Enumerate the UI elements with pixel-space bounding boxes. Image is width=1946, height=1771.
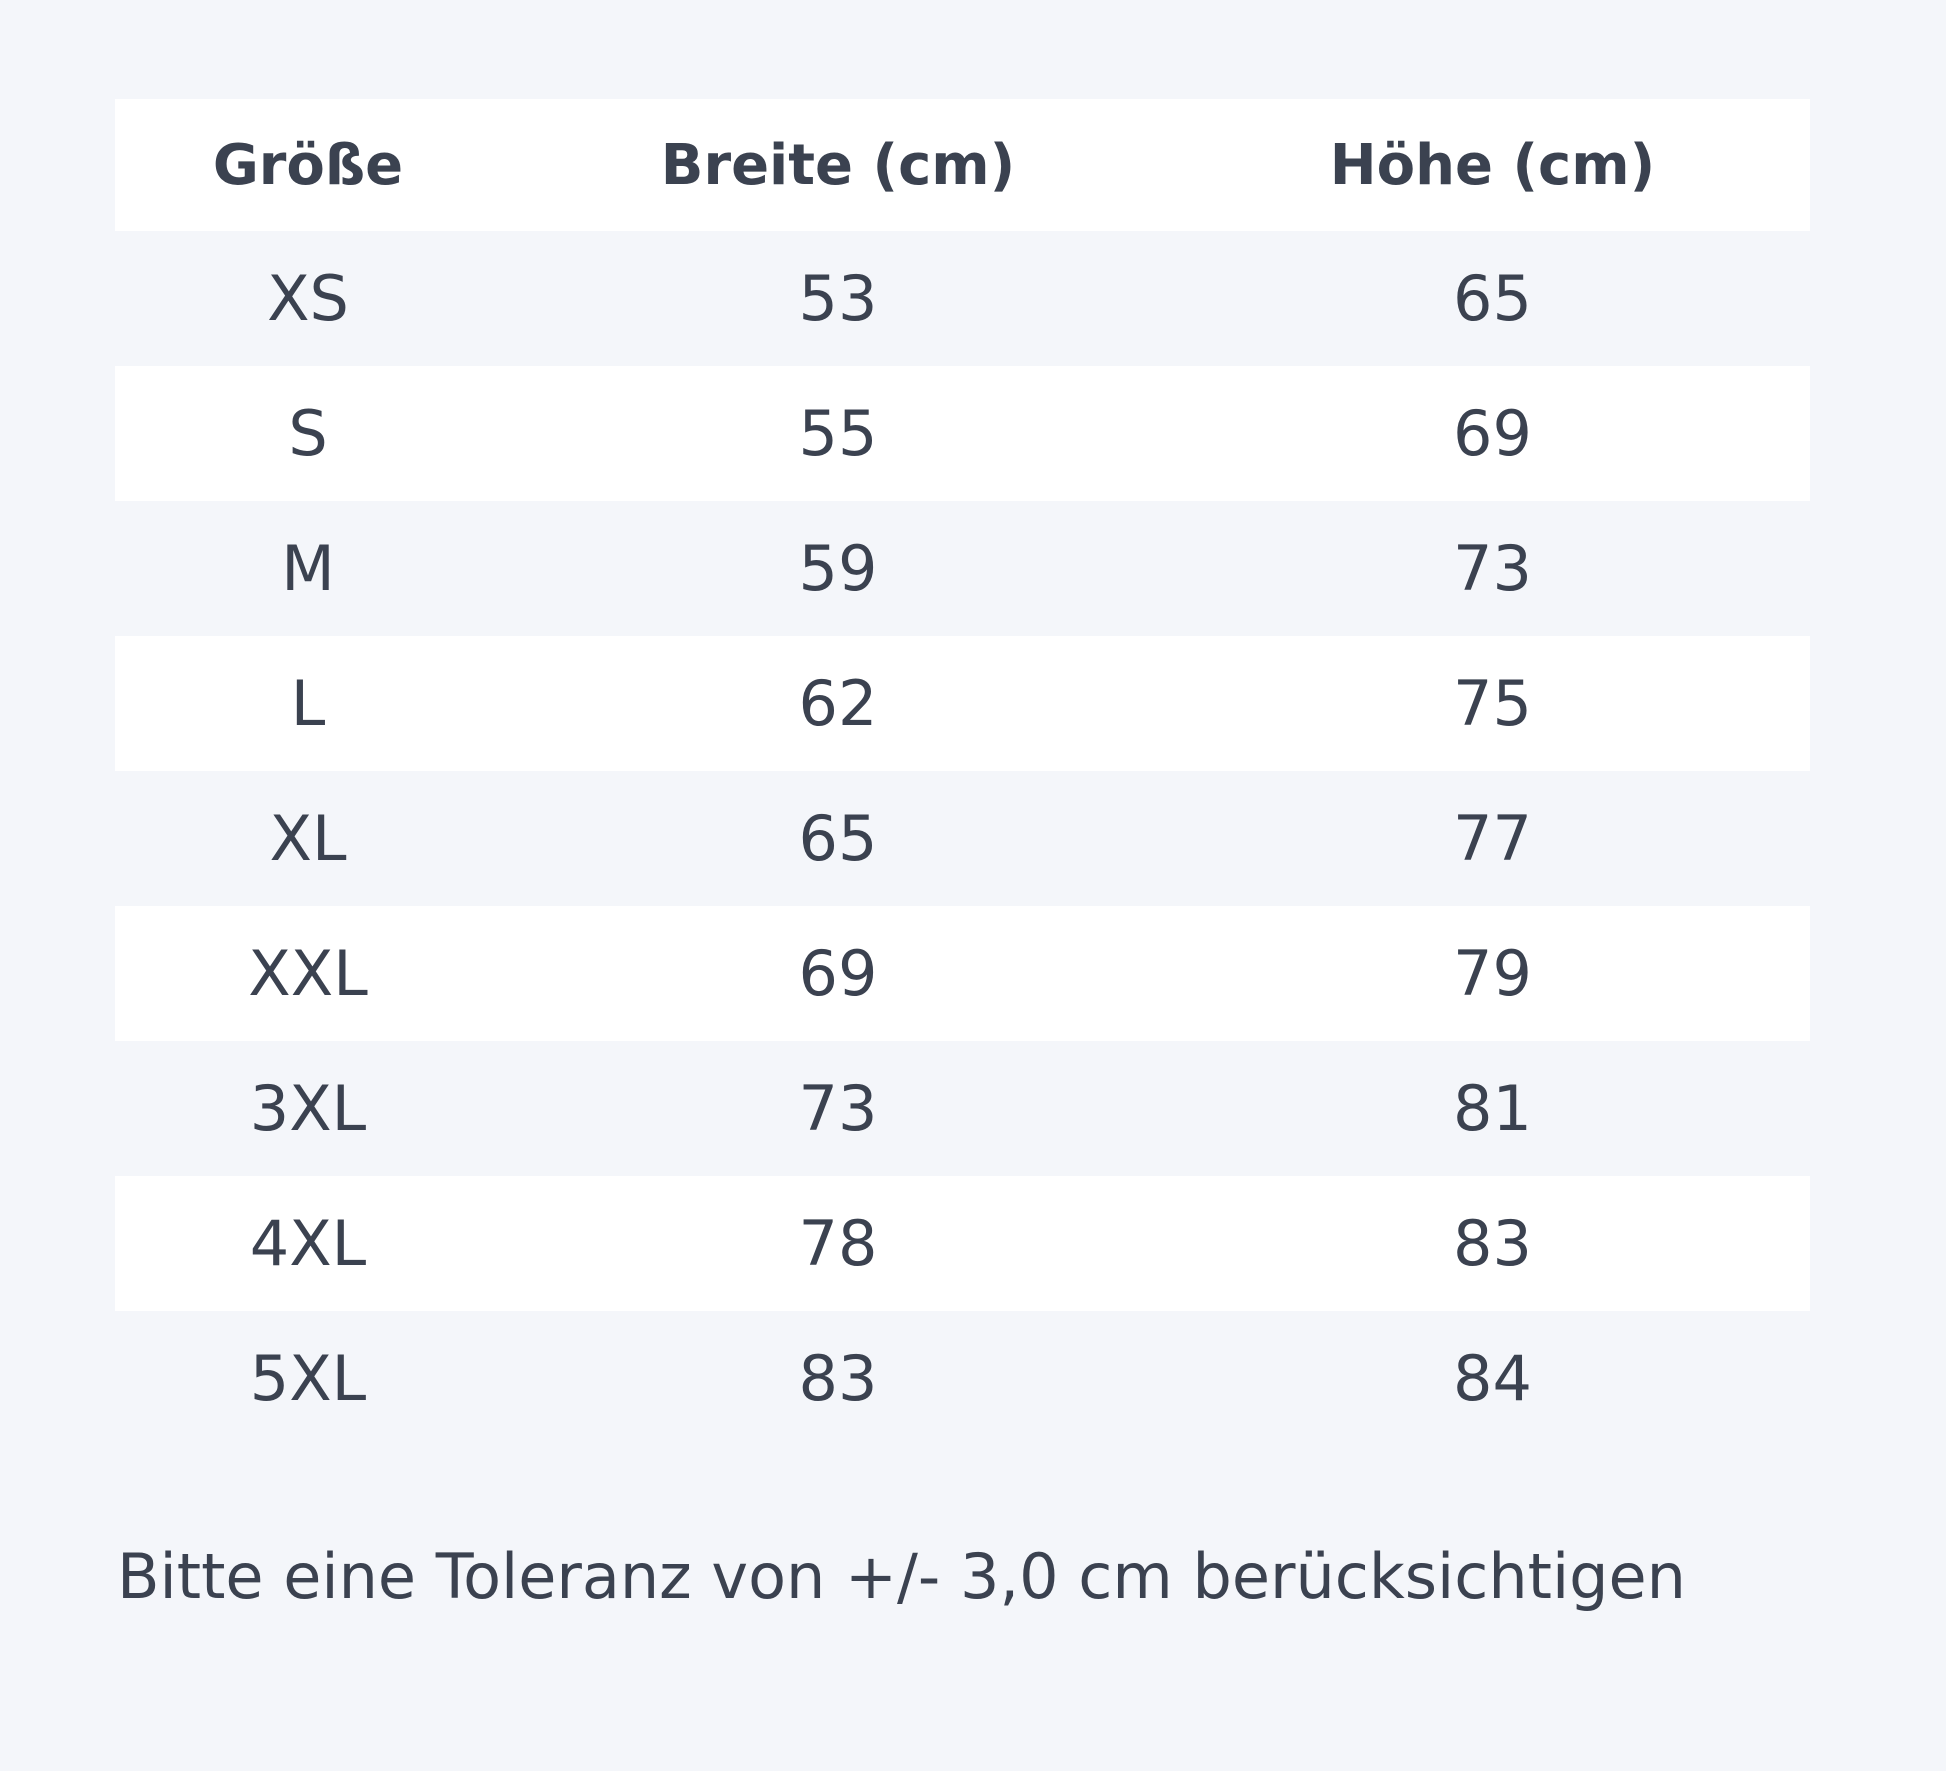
table-cell: 65 [1453,262,1532,335]
header-row: Größe Breite (cm) Höhe (cm) [115,99,1810,231]
table-cell: XL [269,802,347,875]
table-row: M 59 73 [115,501,1810,636]
table-cell: 59 [798,532,878,605]
table-cell: 73 [1453,532,1532,605]
table-cell: 5XL [249,1342,367,1415]
column-header: Breite (cm) [501,99,1175,231]
table-cell: XXL [115,906,501,1041]
table-row: 4XL 78 83 [115,1176,1810,1311]
table-cell: 75 [1175,636,1810,771]
table-cell: 84 [1453,1342,1532,1415]
table-cell: 83 [798,1342,878,1415]
table-cell: L [115,636,501,771]
table-row: L 62 75 [115,636,1810,771]
table-cell: 4XL [115,1176,501,1311]
table-cell: XS [267,262,349,335]
table-cell: 55 [501,366,1175,501]
table-cell: S [115,366,501,501]
table-row: 3XL 73 81 [115,1041,1810,1176]
table-cell: 83 [1175,1176,1810,1311]
table-cell: 53 [798,262,878,335]
table-cell: 3XL [249,1072,367,1145]
table-cell: 69 [1175,366,1810,501]
column-header: Größe [115,99,501,231]
table-cell: M [281,532,335,605]
table-cell: 79 [1175,906,1810,1041]
table-cell: 62 [501,636,1175,771]
table-cell: 65 [798,802,878,875]
size-table: Größe Breite (cm) Höhe (cm) XS 53 65 S 55 69 M 59… [115,99,1810,1446]
table-cell: 78 [501,1176,1175,1311]
table-row: S 55 69 [115,366,1810,501]
table-row: XS 53 65 [115,231,1810,366]
table-cell: 73 [798,1072,878,1145]
table-cell: 81 [1453,1072,1532,1145]
table-row: 5XL 83 84 [115,1311,1810,1446]
note: Bitte eine Toleranz von +/- 3,0 cm berüc… [117,1540,1686,1613]
column-header: Höhe (cm) [1175,99,1810,231]
table-row: XXL 69 79 [115,906,1810,1041]
table-cell: 69 [501,906,1175,1041]
table-row: XL 65 77 [115,771,1810,906]
table-cell: 77 [1453,802,1532,875]
